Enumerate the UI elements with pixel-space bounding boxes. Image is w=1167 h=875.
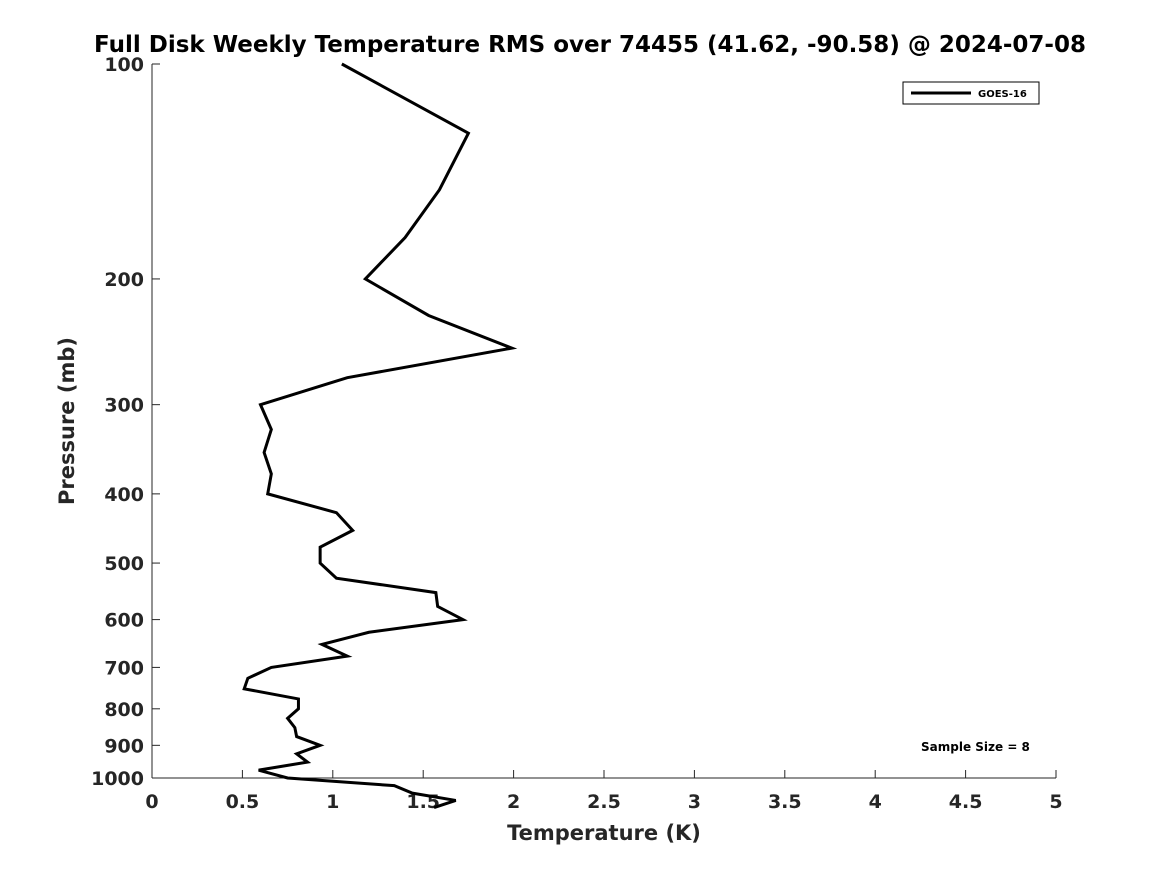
data-point xyxy=(257,769,260,772)
data-point xyxy=(510,347,513,350)
x-tick-label: 3.5 xyxy=(768,791,802,813)
data-point xyxy=(319,546,322,549)
data-point xyxy=(335,511,338,514)
y-tick-label: 300 xyxy=(104,395,144,417)
data-point xyxy=(270,428,273,431)
data-point xyxy=(411,792,414,795)
x-tick-label: 2 xyxy=(507,791,520,813)
data-point xyxy=(335,577,338,580)
y-tick-label: 900 xyxy=(104,735,144,757)
x-tick-label: 0.5 xyxy=(226,791,260,813)
data-point xyxy=(243,687,246,690)
data-point xyxy=(364,277,367,280)
data-point xyxy=(340,63,343,66)
y-tick-label: 200 xyxy=(104,269,144,291)
data-point xyxy=(404,236,407,239)
data-point xyxy=(270,472,273,475)
data-point xyxy=(436,605,439,608)
x-tick-label: 5 xyxy=(1049,791,1062,813)
axes: 0 0.5 1 1.5 2 2.5 3 3.5 4 4.5 51002003004005006007… xyxy=(91,54,1063,813)
data-point xyxy=(433,806,436,809)
y-tick-label: 400 xyxy=(104,484,144,506)
data-point xyxy=(351,529,354,532)
legend-label-goes-16: GOES-16 xyxy=(978,89,1027,100)
data-point xyxy=(295,752,298,755)
data-point xyxy=(297,697,300,700)
data-point xyxy=(286,717,289,720)
y-tick-label: 800 xyxy=(104,699,144,721)
data-point xyxy=(319,744,322,747)
data-point xyxy=(461,618,464,621)
series-line-goes-16 xyxy=(242,62,518,809)
x-tick-label: 4 xyxy=(869,791,882,813)
y-tick-label: 500 xyxy=(104,553,144,575)
x-tick-label: 4.5 xyxy=(949,791,983,813)
data-point xyxy=(438,188,441,191)
data-point xyxy=(319,562,322,565)
x-tick-label: 1 xyxy=(326,791,339,813)
data-point xyxy=(295,735,298,738)
chart-title: Full Disk Weekly Temperature RMS over 74… xyxy=(94,32,1086,58)
y-tick-label: 700 xyxy=(104,657,144,679)
data-point xyxy=(393,784,396,787)
data-point xyxy=(367,631,370,634)
data-point xyxy=(259,403,262,406)
data-point xyxy=(454,799,457,802)
data-point xyxy=(293,726,296,729)
y-tick-label: 600 xyxy=(104,610,144,632)
x-axis-label: Temperature (K) xyxy=(507,821,701,845)
x-tick-label: 3 xyxy=(688,791,701,813)
data-point xyxy=(320,643,323,646)
sample-size-annotation: Sample Size = 8 xyxy=(921,740,1030,754)
data-point xyxy=(427,314,430,317)
data-point xyxy=(286,777,289,780)
data-point xyxy=(434,591,437,594)
data-point xyxy=(346,376,349,379)
data-point xyxy=(270,666,273,669)
data-point xyxy=(306,761,309,764)
y-tick-label: 100 xyxy=(104,54,144,76)
y-tick-label: 1000 xyxy=(91,768,144,790)
data-point xyxy=(266,492,269,495)
data-point xyxy=(246,677,249,680)
data-point xyxy=(263,451,266,454)
series-group xyxy=(242,62,518,809)
data-point xyxy=(346,655,349,658)
legend: GOES-16 xyxy=(902,81,1040,105)
x-tick-label: 2.5 xyxy=(587,791,621,813)
y-axis-label: Pressure (mb) xyxy=(55,337,79,505)
data-point xyxy=(297,707,300,710)
x-tick-label: 0 xyxy=(145,791,158,813)
data-point xyxy=(467,132,470,135)
